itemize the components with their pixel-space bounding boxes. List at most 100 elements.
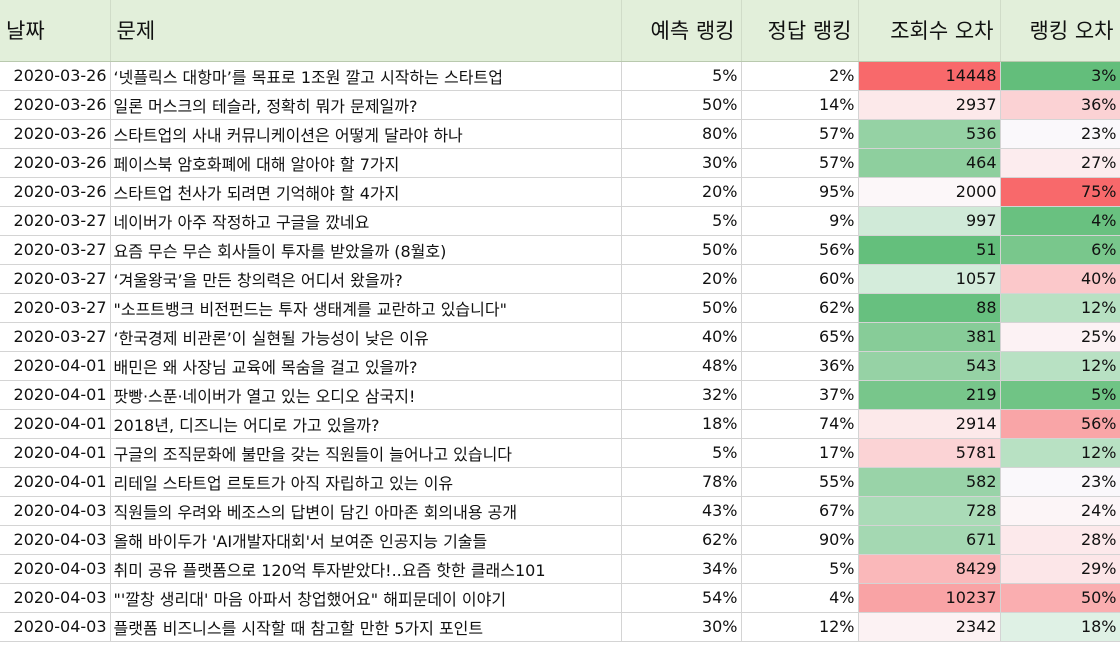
actual-rank-cell[interactable]: 4% bbox=[741, 583, 859, 613]
predicted-rank-cell[interactable]: 34% bbox=[621, 554, 742, 584]
rank-error-cell[interactable]: 3% bbox=[1000, 61, 1120, 91]
question-cell[interactable]: ‘겨울왕국’을 만든 창의력은 어디서 왔을까? bbox=[110, 264, 622, 294]
date-cell[interactable]: 2020-04-01 bbox=[0, 409, 111, 439]
date-cell[interactable]: 2020-04-03 bbox=[0, 525, 111, 555]
view-error-cell[interactable]: 5781 bbox=[858, 438, 1001, 468]
actual-rank-cell[interactable]: 56% bbox=[741, 235, 859, 265]
rank-error-cell[interactable]: 5% bbox=[1000, 380, 1120, 410]
actual-rank-cell[interactable]: 9% bbox=[741, 206, 859, 236]
view-error-cell[interactable]: 8429 bbox=[858, 554, 1001, 584]
rank-error-cell[interactable]: 12% bbox=[1000, 293, 1120, 323]
question-cell[interactable]: 리테일 스타트업 르토트가 아직 자립하고 있는 이유 bbox=[110, 467, 622, 497]
date-cell[interactable]: 2020-03-27 bbox=[0, 322, 111, 352]
actual-rank-cell[interactable]: 57% bbox=[741, 148, 859, 178]
question-cell[interactable]: 네이버가 아주 작정하고 구글을 깠네요 bbox=[110, 206, 622, 236]
view-error-cell[interactable]: 88 bbox=[858, 293, 1001, 323]
predicted-rank-cell[interactable]: 50% bbox=[621, 293, 742, 323]
actual-rank-cell[interactable]: 12% bbox=[741, 612, 859, 642]
question-cell[interactable]: ‘넷플릭스 대항마’를 목표로 1조원 깔고 시작하는 스타트업 bbox=[110, 61, 622, 91]
predicted-rank-cell[interactable]: 5% bbox=[621, 206, 742, 236]
predicted-rank-cell[interactable]: 78% bbox=[621, 467, 742, 497]
rank-error-cell[interactable]: 23% bbox=[1000, 119, 1120, 149]
rank-error-cell[interactable]: 28% bbox=[1000, 525, 1120, 555]
date-cell[interactable]: 2020-04-03 bbox=[0, 496, 111, 526]
predicted-rank-cell[interactable]: 30% bbox=[621, 148, 742, 178]
date-cell[interactable]: 2020-03-27 bbox=[0, 206, 111, 236]
date-cell[interactable]: 2020-04-01 bbox=[0, 351, 111, 381]
actual-rank-cell[interactable]: 74% bbox=[741, 409, 859, 439]
predicted-rank-cell[interactable]: 18% bbox=[621, 409, 742, 439]
predicted-rank-cell[interactable]: 43% bbox=[621, 496, 742, 526]
rank-error-cell[interactable]: 6% bbox=[1000, 235, 1120, 265]
predicted-rank-cell[interactable]: 5% bbox=[621, 438, 742, 468]
question-cell[interactable]: 올해 바이두가 'AI개발자대회'서 보여준 인공지능 기술들 bbox=[110, 525, 622, 555]
actual-rank-cell[interactable]: 5% bbox=[741, 554, 859, 584]
rank-error-cell[interactable]: 23% bbox=[1000, 467, 1120, 497]
actual-rank-cell[interactable]: 90% bbox=[741, 525, 859, 555]
rank-error-cell[interactable]: 12% bbox=[1000, 351, 1120, 381]
actual-rank-cell[interactable]: 36% bbox=[741, 351, 859, 381]
actual-rank-cell[interactable]: 37% bbox=[741, 380, 859, 410]
date-cell[interactable]: 2020-04-01 bbox=[0, 380, 111, 410]
question-cell[interactable]: 2018년, 디즈니는 어디로 가고 있을까? bbox=[110, 409, 622, 439]
predicted-rank-cell[interactable]: 50% bbox=[621, 90, 742, 120]
view-error-cell[interactable]: 582 bbox=[858, 467, 1001, 497]
question-cell[interactable]: 팟빵·스푼·네이버가 열고 있는 오디오 삼국지! bbox=[110, 380, 622, 410]
view-error-cell[interactable]: 543 bbox=[858, 351, 1001, 381]
view-error-cell[interactable]: 464 bbox=[858, 148, 1001, 178]
question-cell[interactable]: 플랫폼 비즈니스를 시작할 때 참고할 만한 5가지 포인트 bbox=[110, 612, 622, 642]
predicted-rank-cell[interactable]: 5% bbox=[621, 61, 742, 91]
view-error-cell[interactable]: 14448 bbox=[858, 61, 1001, 91]
rank-error-cell[interactable]: 40% bbox=[1000, 264, 1120, 294]
date-cell[interactable]: 2020-04-01 bbox=[0, 467, 111, 497]
date-cell[interactable]: 2020-03-26 bbox=[0, 148, 111, 178]
actual-rank-cell[interactable]: 2% bbox=[741, 61, 859, 91]
header-rank-error[interactable]: 랭킹 오차 bbox=[1000, 0, 1120, 62]
rank-error-cell[interactable]: 50% bbox=[1000, 583, 1120, 613]
rank-error-cell[interactable]: 36% bbox=[1000, 90, 1120, 120]
predicted-rank-cell[interactable]: 48% bbox=[621, 351, 742, 381]
question-cell[interactable]: 직원들의 우려와 베조스의 답변이 담긴 아마존 회의내용 공개 bbox=[110, 496, 622, 526]
actual-rank-cell[interactable]: 57% bbox=[741, 119, 859, 149]
actual-rank-cell[interactable]: 17% bbox=[741, 438, 859, 468]
question-cell[interactable]: "'깔창 생리대' 마음 아파서 창업했어요" 해피문데이 이야기 bbox=[110, 583, 622, 613]
date-cell[interactable]: 2020-03-27 bbox=[0, 264, 111, 294]
header-date[interactable]: 날짜 bbox=[0, 0, 111, 62]
predicted-rank-cell[interactable]: 40% bbox=[621, 322, 742, 352]
rank-error-cell[interactable]: 18% bbox=[1000, 612, 1120, 642]
question-cell[interactable]: "소프트뱅크 비전펀드는 투자 생태계를 교란하고 있습니다" bbox=[110, 293, 622, 323]
view-error-cell[interactable]: 2937 bbox=[858, 90, 1001, 120]
question-cell[interactable]: 배민은 왜 사장님 교육에 목숨을 걸고 있을까? bbox=[110, 351, 622, 381]
predicted-rank-cell[interactable]: 32% bbox=[621, 380, 742, 410]
actual-rank-cell[interactable]: 65% bbox=[741, 322, 859, 352]
date-cell[interactable]: 2020-04-03 bbox=[0, 583, 111, 613]
rank-error-cell[interactable]: 56% bbox=[1000, 409, 1120, 439]
rank-error-cell[interactable]: 12% bbox=[1000, 438, 1120, 468]
question-cell[interactable]: 취미 공유 플랫폼으로 120억 투자받았다!..요즘 핫한 클래스101 bbox=[110, 554, 622, 584]
view-error-cell[interactable]: 10237 bbox=[858, 583, 1001, 613]
date-cell[interactable]: 2020-03-26 bbox=[0, 119, 111, 149]
question-cell[interactable]: 요즘 무슨 무슨 회사들이 투자를 받았을까 (8월호) bbox=[110, 235, 622, 265]
question-cell[interactable]: 구글의 조직문화에 불만을 갖는 직원들이 늘어나고 있습니다 bbox=[110, 438, 622, 468]
date-cell[interactable]: 2020-04-03 bbox=[0, 612, 111, 642]
rank-error-cell[interactable]: 75% bbox=[1000, 177, 1120, 207]
view-error-cell[interactable]: 219 bbox=[858, 380, 1001, 410]
actual-rank-cell[interactable]: 55% bbox=[741, 467, 859, 497]
view-error-cell[interactable]: 2914 bbox=[858, 409, 1001, 439]
date-cell[interactable]: 2020-04-01 bbox=[0, 438, 111, 468]
view-error-cell[interactable]: 536 bbox=[858, 119, 1001, 149]
header-predicted-rank[interactable]: 예측 랭킹 bbox=[621, 0, 742, 62]
question-cell[interactable]: 페이스북 암호화폐에 대해 알아야 할 7가지 bbox=[110, 148, 622, 178]
rank-error-cell[interactable]: 27% bbox=[1000, 148, 1120, 178]
view-error-cell[interactable]: 381 bbox=[858, 322, 1001, 352]
view-error-cell[interactable]: 51 bbox=[858, 235, 1001, 265]
actual-rank-cell[interactable]: 62% bbox=[741, 293, 859, 323]
date-cell[interactable]: 2020-03-27 bbox=[0, 293, 111, 323]
date-cell[interactable]: 2020-03-27 bbox=[0, 235, 111, 265]
actual-rank-cell[interactable]: 67% bbox=[741, 496, 859, 526]
actual-rank-cell[interactable]: 14% bbox=[741, 90, 859, 120]
rank-error-cell[interactable]: 25% bbox=[1000, 322, 1120, 352]
predicted-rank-cell[interactable]: 62% bbox=[621, 525, 742, 555]
predicted-rank-cell[interactable]: 20% bbox=[621, 177, 742, 207]
actual-rank-cell[interactable]: 95% bbox=[741, 177, 859, 207]
